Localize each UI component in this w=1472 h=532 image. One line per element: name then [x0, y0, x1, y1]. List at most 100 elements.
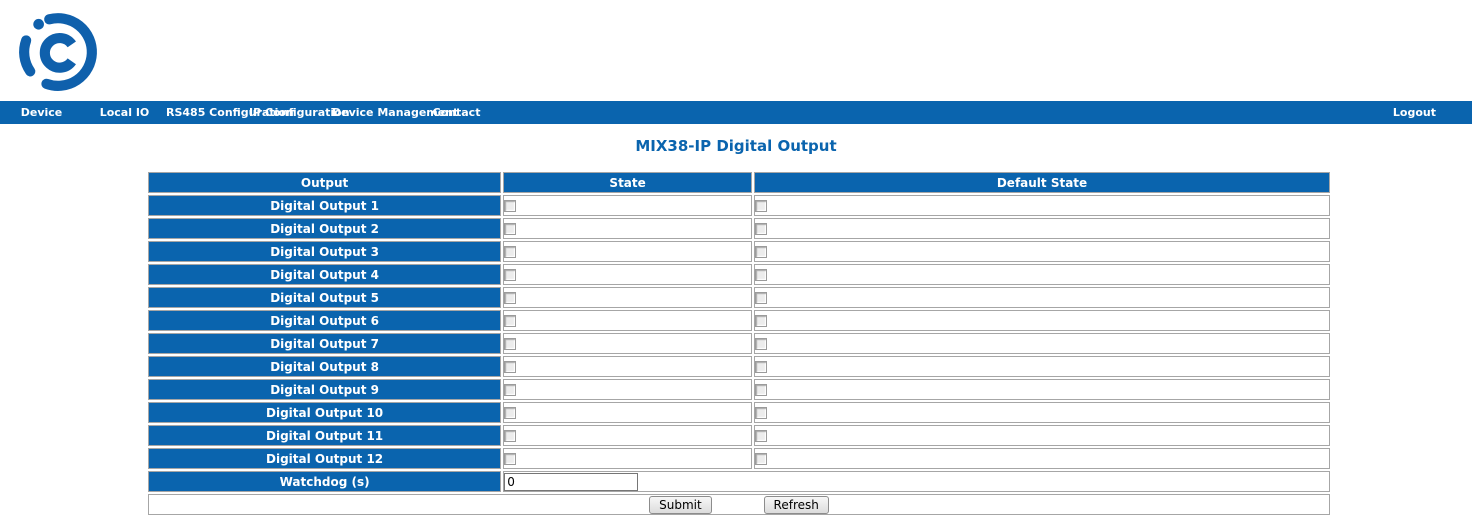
table-row: Digital Output 5: [148, 287, 1330, 308]
state-cell: [503, 402, 753, 423]
default-state-checkbox[interactable]: [755, 338, 768, 350]
table-row: Digital Output 12: [148, 448, 1330, 469]
state-checkbox[interactable]: [504, 361, 517, 373]
table-row: Digital Output 11: [148, 425, 1330, 446]
state-cell: [503, 448, 753, 469]
output-label: Digital Output 8: [148, 356, 502, 377]
watchdog-label: Watchdog (s): [148, 471, 502, 492]
table-row: Digital Output 6: [148, 310, 1330, 331]
default-state-checkbox[interactable]: [755, 315, 768, 327]
default-state-checkbox[interactable]: [755, 361, 768, 373]
ic-logo: [19, 13, 97, 91]
state-cell: [503, 310, 753, 331]
state-cell: [503, 425, 753, 446]
table-header-row: Output State Default State: [148, 172, 1330, 193]
default-state-cell: [754, 195, 1330, 216]
table-row: Digital Output 3: [148, 241, 1330, 262]
default-state-checkbox[interactable]: [755, 384, 768, 396]
state-checkbox[interactable]: [504, 200, 517, 212]
logo-ring-arc: [41, 13, 97, 91]
column-header-output: Output: [148, 172, 502, 193]
logo-i-dot: [33, 18, 44, 30]
state-cell: [503, 333, 753, 354]
nav-item-device[interactable]: Device: [20, 106, 63, 119]
default-state-checkbox[interactable]: [755, 246, 768, 258]
state-checkbox[interactable]: [504, 269, 517, 281]
table-row: Digital Output 2: [148, 218, 1330, 239]
state-cell: [503, 195, 753, 216]
nav-item-rs485-configuration[interactable]: RS485 Configuration: [166, 106, 294, 119]
state-checkbox[interactable]: [504, 407, 517, 419]
header: [0, 0, 1472, 96]
column-header-state: State: [503, 172, 753, 193]
state-cell: [503, 379, 753, 400]
default-state-cell: [754, 241, 1330, 262]
table-row: Digital Output 4: [148, 264, 1330, 285]
state-checkbox[interactable]: [504, 246, 517, 258]
state-cell: [503, 287, 753, 308]
refresh-button[interactable]: Refresh: [763, 495, 829, 514]
main-navbar: Device Local IO RS485 Configuration IP C…: [0, 101, 1472, 124]
page-title: MIX38-IP Digital Output: [635, 137, 837, 155]
submit-button[interactable]: Submit: [649, 495, 712, 514]
state-checkbox[interactable]: [504, 430, 517, 442]
output-label: Digital Output 7: [148, 333, 502, 354]
default-state-cell: [754, 379, 1330, 400]
state-checkbox[interactable]: [504, 223, 517, 235]
watchdog-cell: [503, 471, 1330, 492]
default-state-cell: [754, 448, 1330, 469]
nav-item-device-management[interactable]: Device Management: [332, 106, 459, 119]
column-header-default-state: Default State: [754, 172, 1330, 193]
output-label: Digital Output 4: [148, 264, 502, 285]
default-state-cell: [754, 356, 1330, 377]
output-label: Digital Output 11: [148, 425, 502, 446]
table-row: Digital Output 7: [148, 333, 1330, 354]
default-state-checkbox[interactable]: [755, 453, 768, 465]
table-row: Digital Output 10: [148, 402, 1330, 423]
default-state-cell: [754, 402, 1330, 423]
table-row: Digital Output 8: [148, 356, 1330, 377]
watchdog-row: Watchdog (s): [148, 471, 1330, 492]
nav-item-logout[interactable]: Logout: [1392, 106, 1436, 119]
default-state-checkbox[interactable]: [755, 200, 768, 212]
state-cell: [503, 264, 753, 285]
nav-item-ip-configuration[interactable]: IP Configuration: [249, 106, 350, 119]
actions-row: Submit Refresh: [148, 494, 1330, 515]
default-state-cell: [754, 287, 1330, 308]
nav-item-local-io[interactable]: Local IO: [99, 106, 150, 119]
watchdog-input[interactable]: [504, 472, 639, 491]
logo-i-stem-arc: [19, 35, 36, 77]
output-label: Digital Output 2: [148, 218, 502, 239]
default-state-checkbox[interactable]: [755, 430, 768, 442]
state-cell: [503, 356, 753, 377]
state-checkbox[interactable]: [504, 453, 517, 465]
output-rows: Digital Output 1 Digital Output 2 Digita…: [148, 195, 1330, 469]
output-label: Digital Output 5: [148, 287, 502, 308]
table-row: Digital Output 1: [148, 195, 1330, 216]
state-cell: [503, 241, 753, 262]
output-label: Digital Output 10: [148, 402, 502, 423]
default-state-checkbox[interactable]: [755, 269, 768, 281]
default-state-cell: [754, 310, 1330, 331]
default-state-cell: [754, 425, 1330, 446]
default-state-cell: [754, 218, 1330, 239]
nav-item-contact[interactable]: Contact: [432, 106, 481, 119]
default-state-checkbox[interactable]: [755, 292, 768, 304]
state-checkbox[interactable]: [504, 292, 517, 304]
default-state-cell: [754, 264, 1330, 285]
default-state-cell: [754, 333, 1330, 354]
default-state-checkbox[interactable]: [755, 407, 768, 419]
table-row: Digital Output 9: [148, 379, 1330, 400]
state-checkbox[interactable]: [504, 338, 517, 350]
output-label: Digital Output 3: [148, 241, 502, 262]
output-label: Digital Output 9: [148, 379, 502, 400]
output-label: Digital Output 6: [148, 310, 502, 331]
logo-c-glyph: [39, 33, 76, 73]
output-label: Digital Output 12: [148, 448, 502, 469]
default-state-checkbox[interactable]: [755, 223, 768, 235]
actions-cell: Submit Refresh: [148, 494, 1330, 515]
digital-output-table: Output State Default State Digital Outpu…: [146, 170, 1332, 517]
state-checkbox[interactable]: [504, 315, 517, 327]
output-label: Digital Output 1: [148, 195, 502, 216]
state-checkbox[interactable]: [504, 384, 517, 396]
